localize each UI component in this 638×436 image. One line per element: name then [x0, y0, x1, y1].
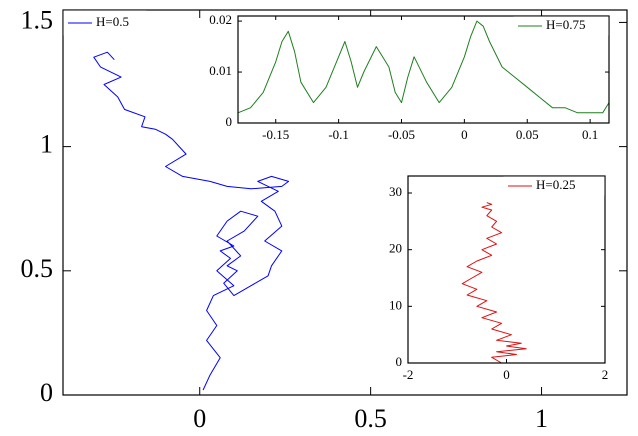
- x-tick-label: -0.15: [262, 127, 289, 142]
- x-tick-label: 0: [461, 127, 468, 142]
- series-line-1: [461, 202, 527, 364]
- y-tick-label: 0.01: [209, 63, 232, 78]
- legend-label: H=0.5: [96, 14, 129, 29]
- plot-area: [408, 176, 605, 363]
- y-tick-label: 20: [389, 241, 402, 256]
- legend-label: H=0.75: [546, 17, 585, 32]
- x-tick-label: 1: [535, 404, 548, 433]
- panel-inset-top: -0.15 -0.1 -0.05 0 0.05 0.1 0 0.01 0.02 H=0.75: [209, 12, 610, 142]
- y-tick-label: 10: [389, 297, 402, 312]
- x-tick-label: -0.1: [328, 127, 349, 142]
- x-tick-label: 0.1: [582, 127, 598, 142]
- series-line-1: [237, 20, 610, 114]
- y-tick-label: 0: [40, 378, 53, 407]
- y-tick-label: 0.5: [21, 254, 54, 283]
- x-tick-label: 2: [602, 367, 609, 382]
- x-tick-label: 0: [503, 367, 510, 382]
- y-tick-label: 0.02: [209, 12, 232, 27]
- x-tick-label: 0.5: [354, 404, 387, 433]
- x-tick-label: 0.05: [516, 127, 539, 142]
- x-tick-label: 0: [193, 404, 206, 433]
- x-tick-label: -0.05: [388, 127, 415, 142]
- y-tick-label: 0: [396, 354, 403, 369]
- x-tick-label: -2: [403, 367, 414, 382]
- y-tick-label: 1.5: [21, 5, 54, 34]
- y-tick-label: 0: [226, 114, 233, 129]
- y-tick-label: 30: [389, 184, 402, 199]
- legend-label: H=0.25: [536, 177, 575, 192]
- series-line-1: [93, 51, 290, 391]
- y-tick-label: 1: [40, 130, 53, 159]
- legend-box: [503, 176, 605, 196]
- legend-box: [513, 16, 609, 36]
- axes-frame: [237, 15, 610, 124]
- axes-frame: [62, 9, 628, 396]
